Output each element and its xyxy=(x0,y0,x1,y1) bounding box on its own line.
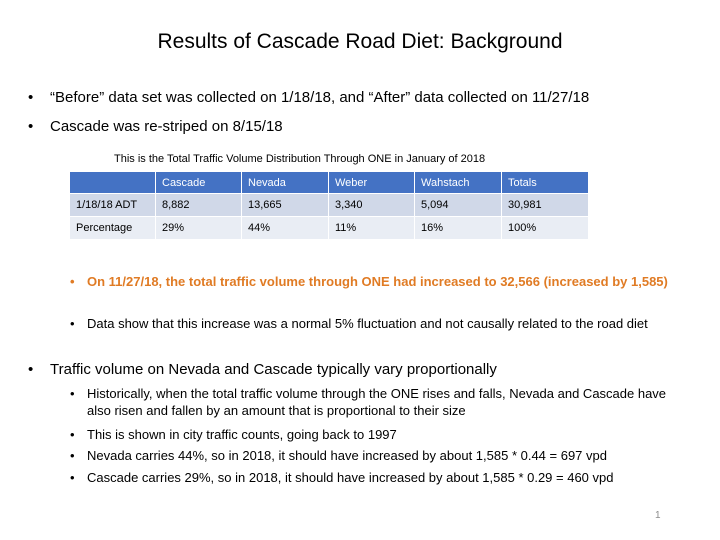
bullet-glyph: • xyxy=(28,361,34,378)
bullet-glyph: • xyxy=(28,118,34,135)
bullet-glyph: • xyxy=(70,274,75,289)
table-cell: 16% xyxy=(414,216,502,240)
bullet-glyph: • xyxy=(70,316,75,331)
bullet-glyph: • xyxy=(70,386,75,401)
table-cell: Percentage xyxy=(69,216,156,240)
bullet-text: Historically, when the total traffic vol… xyxy=(87,386,667,418)
table-caption: This is the Total Traffic Volume Distrib… xyxy=(114,153,486,165)
bullet-text: Data show that this increase was a norma… xyxy=(87,316,648,331)
bullet-text: Cascade carries 29%, so in 2018, it shou… xyxy=(87,470,614,485)
table-cell: 100% xyxy=(501,216,589,240)
table-cell: 1/18/18 ADT xyxy=(69,193,156,217)
table-cell: 5,094 xyxy=(414,193,502,217)
bullet-text: Nevada carries 44%, so in 2018, it shoul… xyxy=(87,448,607,463)
table-row-adt: 1/18/18 ADT 8,882 13,665 3,340 5,094 30,… xyxy=(69,193,589,217)
table-header-row: Cascade Nevada Weber Wahstach Totals xyxy=(69,171,589,194)
bullet-glyph: • xyxy=(70,448,75,463)
bullet-glyph: • xyxy=(28,89,34,106)
bullet-glyph: • xyxy=(70,427,75,442)
table-cell: 13,665 xyxy=(241,193,329,217)
header-cell-wahstach: Wahstach xyxy=(414,171,502,194)
header-cell-cascade: Cascade xyxy=(155,171,242,194)
slide-title: Results of Cascade Road Diet: Background xyxy=(157,30,563,53)
page-number: 1 xyxy=(655,510,661,521)
table-cell: 29% xyxy=(155,216,242,240)
header-cell-nevada: Nevada xyxy=(241,171,329,194)
traffic-volume-table: Cascade Nevada Weber Wahstach Totals 1/1… xyxy=(69,171,589,240)
table-cell: 8,882 xyxy=(155,193,242,217)
header-cell-weber: Weber xyxy=(328,171,415,194)
bullet-text: “Before” data set was collected on 1/18/… xyxy=(50,89,590,106)
bullet-text: Traffic volume on Nevada and Cascade typ… xyxy=(50,361,497,378)
table-cell: 44% xyxy=(241,216,329,240)
table-cell: 11% xyxy=(328,216,415,240)
bullet-glyph: • xyxy=(70,470,75,485)
table-cell: 30,981 xyxy=(501,193,589,217)
bullet-text: This is shown in city traffic counts, go… xyxy=(87,427,397,442)
header-cell-totals: Totals xyxy=(501,171,589,194)
header-cell-blank xyxy=(69,171,156,194)
table-cell: 3,340 xyxy=(328,193,415,217)
table-row-percentage: Percentage 29% 44% 11% 16% 100% xyxy=(69,216,589,240)
bullet-text: Cascade was re-striped on 8/15/18 xyxy=(50,118,283,135)
bullet-text: On 11/27/18, the total traffic volume th… xyxy=(87,274,668,289)
